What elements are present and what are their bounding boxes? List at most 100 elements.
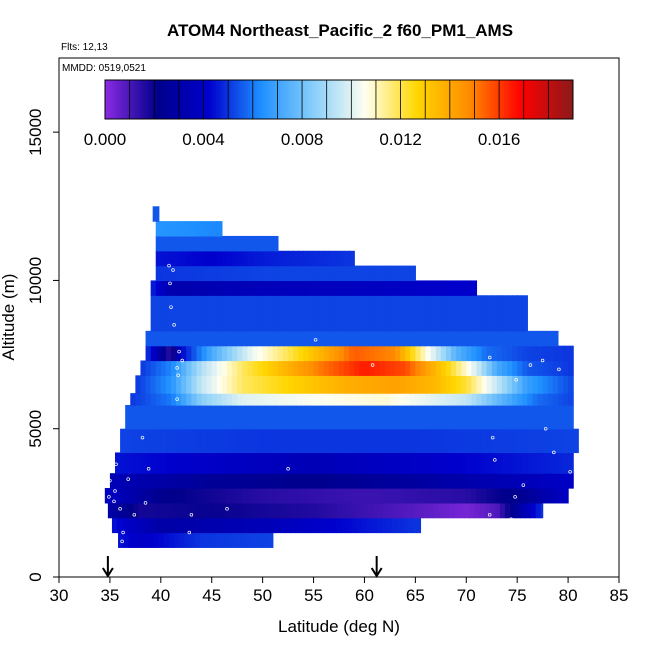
colorbar-segment <box>287 80 291 119</box>
heatmap-cell <box>206 280 213 296</box>
colorbar-tick-label: 0.008 <box>281 130 324 149</box>
colorbar-segment <box>139 80 143 119</box>
heatmap-cell <box>135 393 142 406</box>
heatmap-cell <box>227 295 233 332</box>
x-tick-label: 55 <box>304 586 323 605</box>
heatmap-cell <box>349 345 355 362</box>
heatmap-cell <box>257 235 264 252</box>
heatmap-cell <box>216 473 223 489</box>
heatmap-cell <box>339 265 345 282</box>
heatmap-cell <box>270 502 277 519</box>
heatmap-cell <box>203 517 210 534</box>
heatmap-cell <box>384 265 391 282</box>
heatmap-cell <box>471 393 478 406</box>
heatmap-cell <box>201 295 208 332</box>
heatmap-cell <box>242 428 248 454</box>
colorbar-segment <box>324 80 328 119</box>
heatmap-cell <box>252 345 259 362</box>
heatmap-cell <box>525 502 532 519</box>
heatmap-cell <box>148 502 155 519</box>
colorbar-segment <box>351 80 355 119</box>
heatmap-cell <box>191 428 198 454</box>
heatmap-cell <box>527 473 534 489</box>
heatmap-cell <box>451 452 457 474</box>
heatmap-cell <box>323 295 330 332</box>
colorbar-segment <box>159 80 163 119</box>
heatmap-cell <box>165 360 172 376</box>
colorbar-segment <box>491 80 495 119</box>
heatmap-cell <box>501 404 508 430</box>
colorbar-segment <box>516 80 520 119</box>
colorbar-tick-label: 0.016 <box>478 130 521 149</box>
heatmap-cell <box>532 473 539 489</box>
heatmap-cell <box>466 488 472 504</box>
heatmap-cell <box>272 375 279 394</box>
heatmap-cell <box>120 452 126 474</box>
heatmap-cell <box>201 488 208 504</box>
heatmap-cell <box>517 404 523 430</box>
colorbar-tick-labels: 0.000 0.004 0.008 0.012 0.016 <box>84 130 521 149</box>
heatmap-cell <box>568 393 574 406</box>
heatmap-cell <box>354 473 360 489</box>
heatmap-cell <box>232 280 238 296</box>
heatmap-cell <box>140 375 147 394</box>
heatmap-cell <box>313 375 320 394</box>
heatmap-cell <box>214 502 221 519</box>
heatmap-cell <box>176 345 182 362</box>
heatmap-cell <box>143 532 150 548</box>
heatmap-cell <box>420 345 427 362</box>
heatmap-cell <box>456 295 462 332</box>
colorbar-segment <box>277 80 281 119</box>
heatmap-cell <box>522 393 528 406</box>
heatmap-cell <box>252 404 259 430</box>
heatmap-cell <box>303 345 310 362</box>
heatmap-cell <box>242 250 248 267</box>
heatmap-cell <box>155 250 162 267</box>
heatmap-cell <box>440 404 447 430</box>
heatmap-cell <box>308 295 315 332</box>
heatmap-cell <box>277 345 284 362</box>
colorbar-segment <box>114 80 118 119</box>
colorbar-segment <box>257 80 261 119</box>
heatmap-cell <box>379 330 386 347</box>
colorbar-segment <box>422 80 426 119</box>
heatmap-cell <box>232 375 238 394</box>
heatmap-cell <box>186 330 192 347</box>
heatmap-cell <box>451 280 457 296</box>
heatmap-cell <box>283 452 289 474</box>
heatmap-cell <box>476 428 483 454</box>
heatmap-cell <box>298 345 304 362</box>
heatmap-cell <box>461 404 467 430</box>
heatmap-cell <box>221 360 228 376</box>
heatmap-cell <box>165 295 172 332</box>
heatmap-cell <box>227 452 233 474</box>
heatmap-cell <box>430 345 437 362</box>
heatmap-cell <box>389 488 396 504</box>
heatmap-cell <box>227 404 233 430</box>
heatmap-cell <box>354 265 360 282</box>
colorbar-segment <box>538 80 542 119</box>
heatmap-cell <box>359 404 366 430</box>
heatmap-cell <box>415 473 422 489</box>
colorbar-segment <box>395 80 399 119</box>
heatmap-cell <box>481 428 488 454</box>
heatmap-cell <box>420 428 427 454</box>
heatmap-cell <box>283 473 289 489</box>
heatmap-cell <box>461 428 467 454</box>
heatmap-cell <box>359 295 366 332</box>
heatmap-cell <box>359 330 366 347</box>
heatmap-cell <box>265 532 272 548</box>
heatmap-cell <box>262 488 269 504</box>
heatmap-cell <box>267 280 274 296</box>
sample-point <box>118 558 122 563</box>
heatmap-cell <box>221 265 228 282</box>
x-tick-label: 75 <box>508 586 527 605</box>
heatmap-cell <box>293 295 299 332</box>
heatmap-cell <box>323 488 330 504</box>
heatmap-cell <box>257 473 264 489</box>
heatmap-cell <box>530 502 537 519</box>
heatmap-cell <box>366 517 373 534</box>
heatmap-cell <box>471 404 478 430</box>
colorbar-segment <box>240 80 244 119</box>
heatmap-cell <box>308 393 315 406</box>
